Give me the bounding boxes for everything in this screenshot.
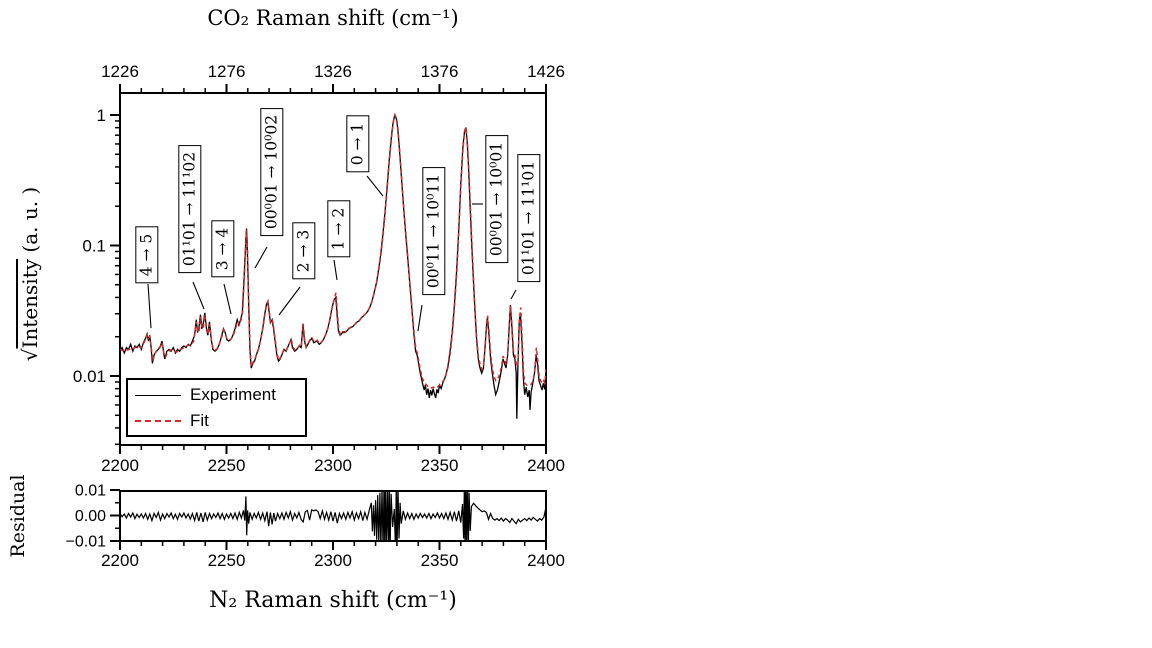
- residual-y-tick-label: 0.01: [75, 483, 106, 500]
- y-axis-units: (a. u. ): [18, 186, 42, 259]
- annotation-box: 2 → 3: [292, 222, 316, 280]
- y-axis-word: Intensity: [18, 258, 42, 349]
- x-tick-label-main: 2350: [421, 456, 459, 475]
- annotation-box: 00⁰01 → 10⁰02: [260, 107, 284, 237]
- curves-layer: [120, 112, 546, 541]
- residual-axis-title: Residual: [7, 474, 29, 558]
- x-tick-label-main: 2250: [208, 456, 246, 475]
- co2-tick-label: 1376: [421, 62, 459, 81]
- fit-line-sample-icon: [135, 420, 181, 422]
- legend-label-fit: Fit: [190, 411, 209, 430]
- experiment-line-sample-icon: [135, 394, 181, 396]
- legend-label-experiment: Experiment: [190, 385, 276, 404]
- annotation-box: 3 → 4: [211, 220, 235, 278]
- annotation-leader-line: [278, 286, 301, 316]
- annotation-leader-line: [254, 246, 268, 269]
- tick-labels-layer: 2200 2200 2250 2250 2300 2300 2350 2350 2400 2400…: [66, 62, 565, 570]
- residual-curve: [120, 491, 546, 541]
- x-tick-label-residual: 2300: [314, 551, 352, 570]
- x-tick-label-main: 2300: [314, 456, 352, 475]
- annotation-box: 0 → 1: [346, 115, 370, 173]
- co2-tick-label: 1426: [527, 62, 565, 81]
- x-tick-label-residual: 2400: [527, 551, 565, 570]
- annotation-leaders-layer: [147, 175, 517, 332]
- x-tick-label-main: 2400: [527, 456, 565, 475]
- annotation-box: 00⁰11 → 10⁰11: [422, 166, 446, 296]
- annotation-leader-line: [192, 281, 205, 310]
- axes-layer: [110, 84, 547, 550]
- annotation-leader-line: [333, 259, 338, 281]
- annotation-box: 01¹01 → 11¹01: [517, 153, 541, 283]
- y-tick-label: 1: [97, 106, 106, 125]
- annotation-box: 4 → 5: [135, 226, 159, 284]
- annotation-leader-line: [417, 304, 423, 332]
- annotation-box: 00⁰01 → 10⁰01: [485, 134, 509, 264]
- co2-tick-label: 1276: [208, 62, 246, 81]
- x-tick-label-residual: 2250: [208, 551, 246, 570]
- legend: Experiment Fit: [126, 378, 307, 437]
- y-axis-title: √Intensity (a. u. ): [18, 154, 42, 394]
- x-tick-label-main: 2200: [101, 456, 139, 475]
- legend-entry-experiment: Experiment: [135, 382, 305, 408]
- legend-entry-fit: Fit: [135, 408, 305, 434]
- x-tick-label-residual: 2200: [101, 551, 139, 570]
- y-tick-label: 0.01: [73, 367, 106, 386]
- x-tick-label-residual: 2350: [421, 551, 459, 570]
- annotation-box: 1 → 2: [327, 200, 351, 258]
- co2-tick-label: 1226: [101, 62, 139, 81]
- sqrt-symbol: √: [18, 348, 42, 362]
- annotation-leader-line: [147, 283, 152, 329]
- annotation-box: 01¹01 → 11¹02: [178, 144, 202, 274]
- residual-y-tick-label: 0.00: [75, 508, 106, 525]
- co2-axis-title: CO₂ Raman shift (cm⁻¹): [207, 6, 459, 30]
- residual-panel-border: [119, 490, 547, 542]
- n2-axis-title: N₂ Raman shift (cm⁻¹): [209, 588, 457, 613]
- residual-y-tick-label: −0.01: [66, 534, 107, 551]
- fit-curve: [120, 112, 546, 389]
- annotation-leader-line: [223, 283, 232, 315]
- annotation-leader-line: [510, 289, 517, 300]
- co2-tick-label: 1326: [314, 62, 352, 81]
- y-tick-label: 0.1: [82, 237, 106, 256]
- annotation-leader-line: [366, 175, 384, 197]
